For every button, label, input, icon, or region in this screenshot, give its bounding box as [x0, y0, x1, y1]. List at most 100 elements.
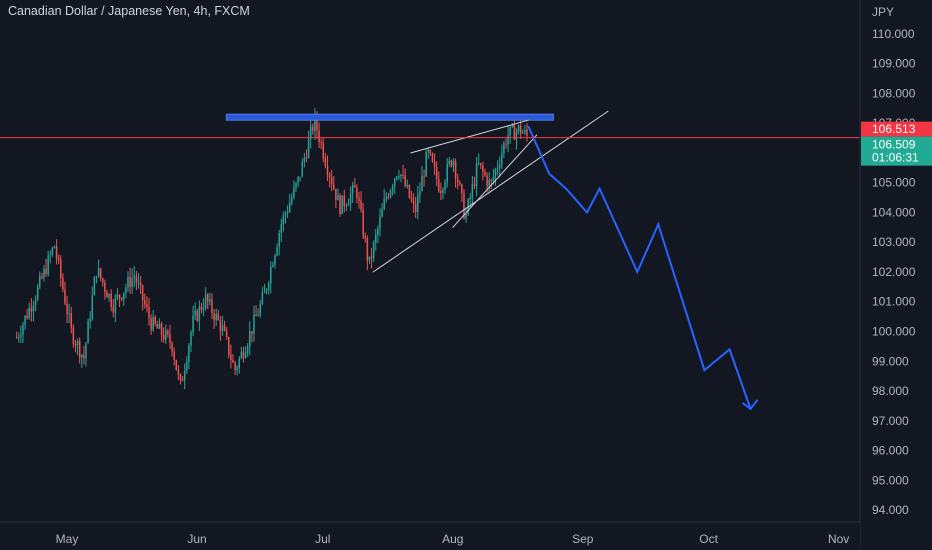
candle-body	[450, 160, 453, 166]
candle-body	[215, 313, 217, 321]
y-tick-label: 99.000	[872, 354, 909, 368]
candle-body	[181, 380, 184, 382]
candle-body	[22, 324, 24, 335]
projection-arrowhead[interactable]	[741, 399, 759, 411]
candle-body	[339, 195, 341, 214]
candle	[202, 298, 205, 317]
candle	[173, 347, 175, 366]
candle	[366, 235, 369, 271]
candle	[370, 247, 373, 269]
candle-body	[257, 314, 259, 316]
candle-body	[368, 256, 371, 261]
candle-body	[326, 165, 329, 175]
candle	[240, 346, 243, 360]
candle-body	[28, 307, 31, 318]
inner-trendline[interactable]	[452, 134, 538, 228]
y-tick-label: 109.000	[872, 57, 916, 71]
candle-body	[465, 214, 467, 219]
candle-body	[278, 232, 280, 247]
candle-body	[169, 334, 171, 343]
candle-body	[135, 276, 138, 283]
candle-body	[221, 325, 224, 332]
candle-body	[47, 255, 49, 275]
candle-body	[261, 293, 264, 304]
y-tick-label: 101.000	[872, 295, 916, 309]
projection-path[interactable]	[527, 125, 752, 410]
candle-body	[377, 228, 379, 235]
candle-body	[112, 306, 115, 313]
candle-body	[515, 131, 518, 140]
drawing-layer[interactable]	[225, 110, 759, 411]
candle	[135, 270, 138, 291]
candle	[326, 155, 329, 182]
candle	[34, 295, 37, 312]
candle-body	[55, 246, 58, 258]
candle	[221, 315, 224, 336]
candle	[236, 365, 238, 376]
candle	[339, 193, 341, 217]
candle	[265, 288, 268, 295]
candle	[188, 343, 190, 370]
candle	[141, 284, 144, 311]
resistance-zone[interactable]	[225, 113, 554, 121]
candle	[459, 180, 461, 186]
candle-body	[274, 255, 276, 266]
x-tick-label: Sep	[572, 532, 594, 546]
y-tick-label: 96.000	[872, 444, 909, 458]
candle	[375, 228, 377, 251]
time-axis[interactable]: May Jun Jul Aug Sep Oct Nov	[0, 521, 860, 550]
candle	[150, 314, 152, 335]
candle	[53, 245, 56, 249]
candle	[383, 188, 385, 211]
candle-body	[207, 294, 209, 302]
candle-body	[238, 358, 241, 368]
candle	[110, 289, 112, 312]
candle-body	[267, 283, 270, 290]
candle-body	[211, 299, 213, 314]
candle-body	[286, 211, 289, 214]
candle	[305, 149, 308, 163]
candle	[341, 195, 343, 215]
upper-trendline[interactable]	[410, 119, 529, 154]
candle	[496, 160, 499, 176]
candle-body	[265, 289, 268, 292]
candle	[112, 299, 115, 318]
candle	[480, 162, 482, 169]
candle-body	[492, 177, 495, 181]
candle-body	[85, 343, 87, 359]
candle-body	[435, 166, 438, 180]
candle-body	[123, 292, 125, 300]
candle-body	[400, 174, 402, 176]
candle	[494, 167, 497, 186]
y-tick-label: 105.000	[872, 176, 916, 190]
lower-trendline[interactable]	[372, 110, 609, 273]
candle	[410, 190, 413, 203]
candle-body	[513, 124, 516, 140]
ask-tag-label: 106.509	[872, 138, 916, 152]
candle	[108, 293, 110, 302]
candle-body	[454, 160, 457, 178]
candle	[404, 168, 406, 188]
price-axis[interactable]: JPY 94.000 95.000 96.000 97.000 98.000 99.000 1…	[859, 0, 932, 550]
candle-body	[335, 188, 337, 201]
candle	[204, 287, 207, 311]
candle-body	[93, 277, 96, 296]
candle	[81, 354, 83, 368]
candle	[60, 255, 62, 287]
candle	[177, 365, 180, 381]
candle-body	[440, 191, 442, 193]
candle-body	[343, 195, 346, 206]
candle	[133, 266, 136, 287]
candle	[517, 124, 520, 135]
candle	[511, 123, 514, 128]
candle	[312, 123, 314, 135]
candle	[15, 331, 18, 339]
candle-body	[246, 346, 249, 353]
y-tick-label: 102.000	[872, 265, 916, 279]
candle-body	[200, 306, 203, 310]
candle	[116, 288, 119, 301]
candle-body	[270, 266, 272, 284]
y-tick-label: 103.000	[872, 235, 916, 249]
candle-body	[183, 370, 186, 381]
